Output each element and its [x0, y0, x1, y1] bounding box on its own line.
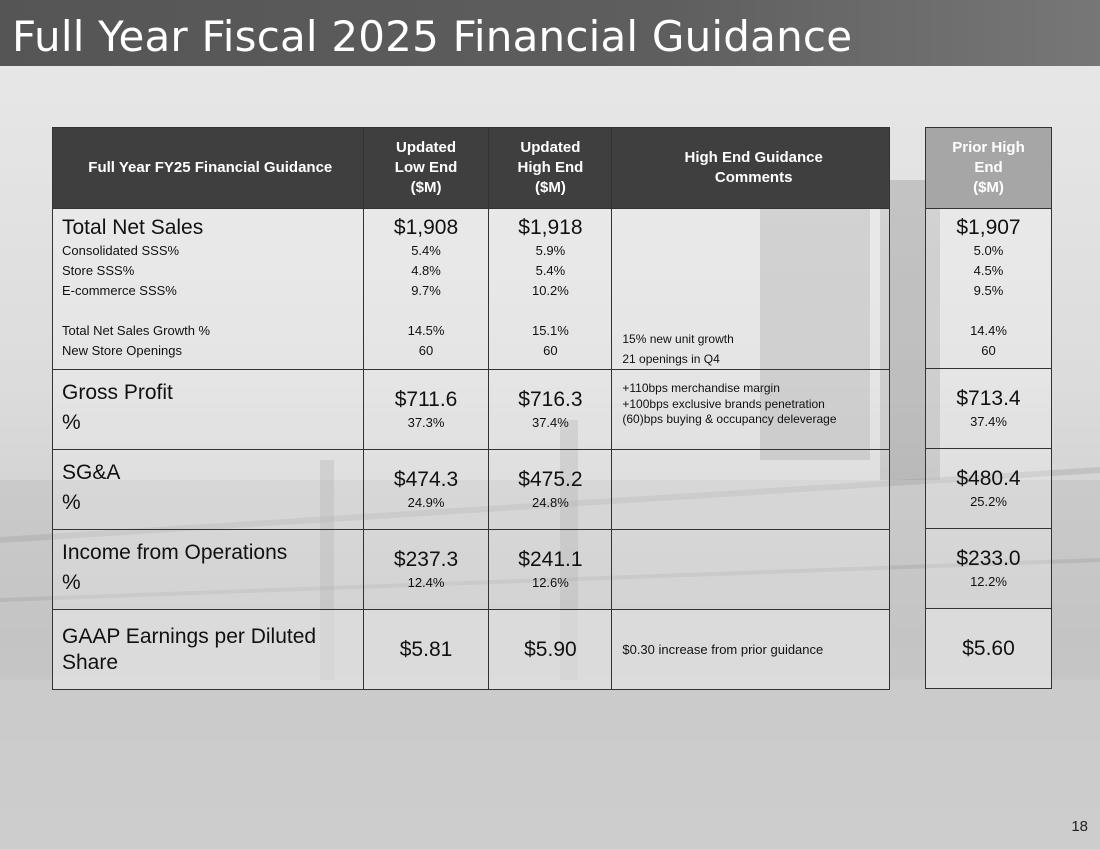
eps-label: GAAP Earnings per Diluted Share	[52, 609, 364, 690]
net-sales-prior: $1,907 5.0% 4.5% 9.5% 14.4% 60	[925, 208, 1052, 369]
header-label: Full Year FY25 Financial Guidance	[52, 127, 364, 209]
net-sales-low: $1,908 5.4% 4.8% 9.7% 14.5% 60	[362, 208, 490, 370]
eps-comment: $0.30 increase from prior guidance	[611, 609, 890, 690]
table-row-sga: SG&A % $474.3 24.9% $475.2 24.8%	[52, 449, 890, 530]
gross-profit-comments: +110bps merchandise margin +100bps exclu…	[611, 369, 890, 450]
prior-row-net-sales: $1,907 5.0% 4.5% 9.5% 14.4% 60	[925, 208, 1052, 369]
prior-row-gross-profit: $713.4 37.4%	[925, 368, 1052, 449]
table-row-net-sales: Total Net Sales Consolidated SSS% Store …	[52, 208, 890, 370]
sga-comments	[611, 449, 890, 530]
net-sales-comments: 15% new unit growth 21 openings in Q4	[611, 208, 890, 370]
table-row-eps: GAAP Earnings per Diluted Share $5.81 $5…	[52, 609, 890, 690]
header-prior-high-end: Prior High End ($M)	[925, 127, 1052, 209]
sga-high: $475.2 24.8%	[488, 449, 613, 530]
title-bar: Full Year Fiscal 2025 Financial Guidance	[0, 0, 1100, 66]
sga-prior: $480.4 25.2%	[925, 448, 1052, 529]
prior-row-eps: $5.60	[925, 608, 1052, 689]
sga-low: $474.3 24.9%	[362, 449, 490, 530]
page-title: Full Year Fiscal 2025 Financial Guidance	[12, 12, 853, 61]
ifo-high: $241.1 12.6%	[488, 529, 613, 610]
guidance-table: Full Year FY25 Financial Guidance Update…	[52, 127, 890, 690]
ifo-comments	[611, 529, 890, 610]
sga-label: SG&A %	[52, 449, 364, 530]
prior-row-sga: $480.4 25.2%	[925, 448, 1052, 529]
eps-prior: $5.60	[925, 608, 1052, 689]
net-sales-high: $1,918 5.9% 5.4% 10.2% 15.1% 60	[488, 208, 613, 370]
gross-profit-label: Gross Profit %	[52, 369, 364, 450]
eps-low: $5.81	[362, 609, 490, 690]
prior-header-row: Prior High End ($M)	[925, 127, 1052, 209]
header-high-end: Updated High End ($M)	[488, 127, 613, 209]
gross-profit-prior: $713.4 37.4%	[925, 368, 1052, 449]
eps-high: $5.90	[488, 609, 613, 690]
prior-row-ifo: $233.0 12.2%	[925, 528, 1052, 609]
gross-profit-low: $711.6 37.3%	[362, 369, 490, 450]
prior-guidance-table: Prior High End ($M) $1,907 5.0% 4.5% 9.5% …	[925, 127, 1052, 689]
table-row-income-from-operations: Income from Operations % $237.3 12.4% $2…	[52, 529, 890, 610]
gross-profit-high: $716.3 37.4%	[488, 369, 613, 450]
header-row: Full Year FY25 Financial Guidance Update…	[52, 127, 890, 209]
header-low-end: Updated Low End ($M)	[362, 127, 490, 209]
ifo-low: $237.3 12.4%	[362, 529, 490, 610]
page-number: 18	[1071, 818, 1088, 835]
ifo-label: Income from Operations %	[52, 529, 364, 610]
header-comments: High End Guidance Comments	[611, 127, 890, 209]
net-sales-labels: Total Net Sales Consolidated SSS% Store …	[52, 208, 364, 370]
table-row-gross-profit: Gross Profit % $711.6 37.3% $716.3 37.4%…	[52, 369, 890, 450]
ifo-prior: $233.0 12.2%	[925, 528, 1052, 609]
